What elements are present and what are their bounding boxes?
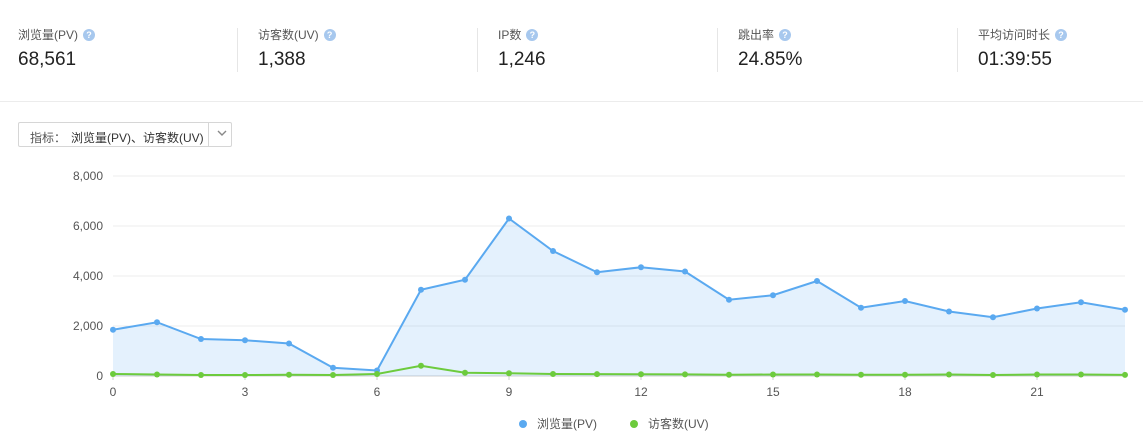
data-point [946, 371, 952, 378]
data-point [418, 362, 424, 369]
help-icon[interactable]: ? [1055, 28, 1068, 41]
data-point [462, 276, 468, 283]
y-tick-label: 8,000 [73, 169, 103, 183]
stat-label: 浏览量(PV) [18, 28, 79, 42]
data-point [770, 292, 776, 299]
divider [208, 123, 209, 146]
stat-value: 1,388 [258, 49, 306, 70]
help-icon[interactable]: ? [83, 28, 96, 41]
data-point [1122, 306, 1128, 313]
line-chart: 0 2,000 4,000 6,000 8,000 0 3 6 9 12 15 18 21 浏览量(PV)… [73, 169, 1128, 431]
divider [957, 28, 958, 72]
legend-label: 访客数(UV) [648, 416, 709, 431]
data-point [198, 336, 204, 342]
y-tick-label: 2,000 [73, 319, 103, 333]
x-tick-label: 0 [110, 385, 117, 399]
help-icon[interactable]: ? [779, 28, 792, 41]
data-point [858, 371, 864, 378]
help-icon[interactable]: ? [323, 28, 336, 41]
x-tick-label: 15 [766, 385, 780, 399]
divider [237, 28, 238, 72]
data-point [374, 371, 380, 377]
data-point [506, 215, 512, 222]
y-tick-label: 0 [96, 369, 103, 383]
chevron-down-icon[interactable] [215, 126, 229, 140]
data-point [1034, 305, 1040, 312]
data-point [462, 369, 468, 376]
data-point [814, 278, 820, 284]
data-point [1078, 299, 1084, 306]
data-point [330, 364, 336, 371]
data-point [990, 372, 996, 378]
metric-selector[interactable]: 指标： 浏览量(PV)、访客数(UV) [18, 122, 232, 147]
divider [717, 28, 718, 72]
y-tick-label: 6,000 [73, 219, 103, 233]
data-point [286, 340, 292, 347]
data-point [1078, 371, 1084, 378]
stat-value: 1,246 [498, 49, 546, 70]
series-area [113, 218, 1125, 376]
data-point [682, 371, 688, 378]
data-point [286, 371, 292, 378]
data-point [858, 304, 864, 311]
x-tick-label: 12 [634, 385, 648, 399]
x-tick-label: 3 [242, 385, 249, 399]
data-point [242, 337, 248, 344]
data-point [990, 314, 996, 321]
legend-marker [630, 420, 638, 428]
x-tick-label: 6 [374, 385, 381, 399]
data-point [1034, 371, 1040, 378]
data-point [946, 308, 952, 315]
metric-selector-value: 浏览量(PV)、访客数(UV) [71, 131, 204, 145]
data-point [594, 371, 600, 378]
data-point [682, 268, 688, 275]
data-point [814, 371, 820, 378]
data-point [770, 371, 776, 378]
data-point [198, 372, 204, 378]
data-point [638, 264, 644, 271]
data-point [154, 319, 160, 326]
series-line [112, 364, 1126, 377]
stat-value: 24.85% [738, 49, 803, 70]
help-icon[interactable]: ? [526, 28, 539, 41]
divider [477, 28, 478, 72]
x-tick-label: 9 [506, 385, 513, 399]
stat-value: 68,561 [18, 49, 77, 70]
stats-bar: 浏览量(PV) ? 68,561 访客数(UV) ? 1,388 IP数 ? 1… [0, 0, 1143, 102]
x-tick-label: 21 [1030, 385, 1044, 399]
stat-label: 跳出率 [738, 28, 775, 42]
metric-selector-prefix: 指标： [30, 131, 67, 145]
data-point [110, 371, 116, 377]
stat-label: 平均访问时长 [978, 28, 1051, 42]
series-line [112, 217, 1126, 372]
data-point [902, 298, 908, 304]
data-point [418, 286, 424, 293]
stat-label: IP数 [498, 28, 522, 42]
legend-label: 浏览量(PV) [537, 416, 597, 431]
data-point [506, 370, 512, 377]
data-point [638, 371, 644, 378]
x-tick-label: 18 [898, 385, 912, 399]
stat-value: 01:39:55 [978, 49, 1052, 70]
legend-marker [519, 420, 527, 428]
data-point [902, 371, 908, 378]
data-point [330, 372, 336, 378]
data-point [550, 248, 556, 254]
data-point [594, 269, 600, 276]
stat-label: 访客数(UV) [258, 28, 319, 42]
data-point [726, 296, 732, 303]
y-tick-label: 4,000 [73, 269, 103, 283]
data-point [154, 371, 160, 378]
data-point [242, 372, 248, 378]
data-point [726, 371, 732, 378]
data-point [550, 371, 556, 377]
data-point [1122, 371, 1128, 378]
data-point [110, 326, 116, 333]
